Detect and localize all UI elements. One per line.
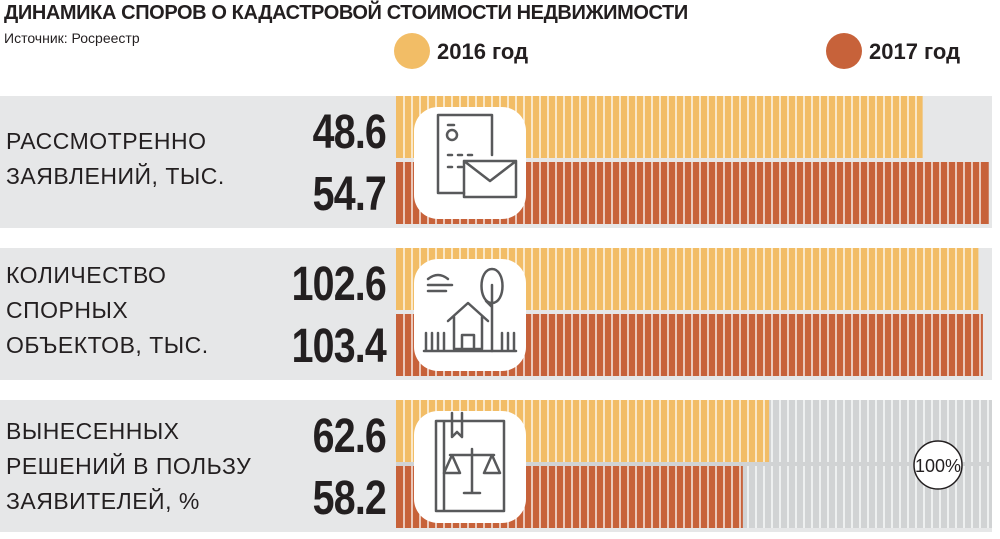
value-2016-applications: 48.6 xyxy=(312,106,387,159)
chart-source: Источник: Росреестр xyxy=(4,30,140,46)
document-envelope-icon xyxy=(414,107,526,219)
value-2017-decisions: 58.2 xyxy=(312,472,387,525)
value-2016-decisions: 62.6 xyxy=(312,410,387,463)
document-seal xyxy=(445,128,459,142)
house xyxy=(446,301,490,351)
category-label-line: РАССМОТРЕННО xyxy=(6,128,207,154)
category-label-line: КОЛИЧЕСТВО xyxy=(6,262,167,288)
category-label-decisions: ВЫНЕСЕННЫХ РЕШЕНИЙ В ПОЛЬЗУ ЗАЯВИТЕЛЕЙ, … xyxy=(6,414,251,519)
legend-swatch-2016 xyxy=(394,33,430,69)
wind-lines xyxy=(426,273,454,293)
full-scale-circle xyxy=(913,440,963,490)
value-2016-disputed-objects: 102.6 xyxy=(291,258,387,311)
category-label-line: ОБЪЕКТОВ, ТЫС. xyxy=(6,332,209,358)
category-label-line: ЗАЯВЛЕНИЙ, ТЫС. xyxy=(6,163,225,189)
icon-tile xyxy=(414,259,526,371)
book-outline xyxy=(434,419,506,513)
category-label-disputed-objects: КОЛИЧЕСТВО СПОРНЫХ ОБЪЕКТОВ, ТЫС. xyxy=(6,258,209,363)
value-2017-disputed-objects: 103.4 xyxy=(291,320,387,373)
law-scales-icon xyxy=(414,411,526,523)
document-outline xyxy=(436,113,494,195)
chart-title: ДИНАМИКА СПОРОВ О КАДАСТРОВОЙ СТОИМОСТИ … xyxy=(4,2,688,24)
legend-swatch-2017 xyxy=(826,33,862,69)
legend-label-2017: 2017 год xyxy=(869,39,961,64)
legend-label-2016: 2016 год xyxy=(437,39,529,64)
tree xyxy=(480,267,504,353)
category-label-line: СПОРНЫХ xyxy=(6,297,129,323)
bookmark xyxy=(450,411,464,439)
envelope xyxy=(462,159,518,199)
category-label-line: ЗАЯВИТЕЛЕЙ, % xyxy=(6,488,200,514)
icon-tile xyxy=(414,107,526,219)
icon-tile xyxy=(414,411,526,523)
full-scale-label: 100% xyxy=(915,456,961,476)
house-tree-icon xyxy=(414,259,526,371)
document-lines xyxy=(446,123,474,169)
category-label-line: РЕШЕНИЙ В ПОЛЬЗУ xyxy=(6,453,252,479)
category-label-line: ВЫНЕСЕННЫХ xyxy=(6,418,180,444)
category-label-applications: РАССМОТРЕННО ЗАЯВЛЕНИЙ, ТЫС. xyxy=(6,124,225,194)
fence xyxy=(422,331,518,353)
value-2017-applications: 54.7 xyxy=(312,168,387,221)
scales xyxy=(442,447,502,495)
